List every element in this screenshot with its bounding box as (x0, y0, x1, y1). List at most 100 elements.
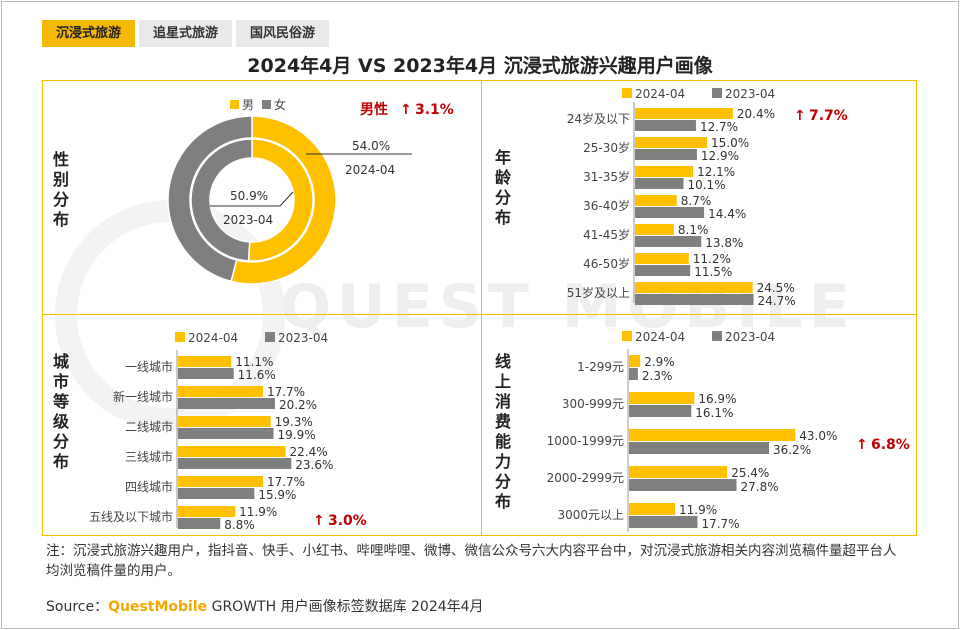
tab-folk-travel[interactable]: 国风民俗游 (236, 20, 330, 47)
tab-bar: 沉浸式旅游 追星式旅游 国风民俗游 (42, 20, 330, 47)
bar-2024 (635, 166, 694, 177)
bar-2024 (635, 195, 677, 206)
category-tick-label: 一线城市 (125, 359, 173, 374)
tab-immersive-travel[interactable]: 沉浸式旅游 (42, 20, 136, 47)
category-tick-label: 四线城市 (125, 479, 173, 494)
bar-2023-value-label: 12.9% (701, 149, 739, 163)
category-tick-label: 五线及以下城市 (89, 509, 173, 524)
bar-2023-value-label: 8.8% (224, 518, 255, 532)
bar-2024-value-label: 11.1% (235, 355, 273, 369)
increase-delta-label: 6.8% (871, 437, 910, 453)
outer-value-label: 54.0% (352, 139, 390, 153)
category-tick-label: 31-35岁 (583, 169, 630, 184)
bar-2024-value-label: 2.9% (644, 355, 675, 369)
legend-2024-swatch (622, 331, 632, 341)
bar-2023-value-label: 16.1% (695, 406, 733, 420)
bar-2023-value-label: 15.9% (258, 488, 296, 502)
legend-2024-label: 2024-04 (635, 87, 685, 101)
gender-badge-delta: 3.1% (415, 102, 454, 118)
legend-2023-swatch (265, 332, 275, 342)
donut-inner-slice-male (247, 138, 314, 262)
bar-2023 (178, 368, 234, 379)
inner-year-label: 2023-04 (223, 213, 273, 227)
bar-2023-value-label: 36.2% (773, 443, 811, 457)
bar-2023 (629, 479, 737, 491)
bar-2024-value-label: 43.0% (799, 429, 837, 443)
bar-2023-value-label: 19.9% (278, 428, 316, 442)
age-bar-chart: 2024-04 2023-04 24岁及以下 20.4%12.7% ↑ 7.7% 25-30… (567, 87, 848, 308)
bar-2023 (635, 294, 754, 305)
bar-2024 (178, 386, 263, 397)
bar-2023 (178, 518, 221, 529)
bar-2024 (629, 429, 796, 441)
bar-2023 (635, 236, 702, 247)
bar-2024 (635, 137, 707, 148)
donut-outer-slice-female (167, 115, 253, 283)
source-line: Source：QuestMobile GROWTH 用户画像标签数据库 2024… (46, 596, 484, 616)
increase-arrow-icon: ↑ (856, 437, 868, 453)
bar-2023-value-label: 23.6% (295, 458, 333, 472)
bar-2023 (178, 398, 275, 409)
source-rest: GROWTH 用户画像标签数据库 2024年4月 (207, 599, 484, 615)
category-tick-label: 新一线城市 (113, 389, 173, 404)
bar-2023 (635, 265, 691, 276)
bar-2024-value-label: 16.9% (698, 392, 736, 406)
bar-2024-value-label: 19.3% (275, 415, 313, 429)
inner-callout-leader (279, 191, 294, 207)
bar-2024-value-label: 11.9% (679, 503, 717, 517)
bar-2024 (629, 503, 676, 515)
bar-2024 (635, 253, 689, 264)
increase-delta-label: 3.0% (328, 513, 367, 529)
age-panel-label: 年龄分布 (494, 148, 511, 227)
legend-2024-label: 2024-04 (635, 330, 685, 344)
bar-2023-value-label: 24.7% (758, 294, 796, 308)
legend-2024-label: 2024-04 (188, 331, 238, 345)
bar-2024 (635, 108, 733, 119)
bar-2024-value-label: 8.7% (681, 194, 712, 208)
gender-badge-label: 男性 (360, 101, 388, 118)
legend-2023-swatch (712, 331, 722, 341)
legend-2023-label: 2023-04 (725, 87, 775, 101)
bar-2024 (178, 416, 271, 427)
legend-male-swatch (230, 100, 239, 109)
bar-2024-value-label: 22.4% (290, 445, 328, 459)
bar-2024-value-label: 20.4% (737, 107, 775, 121)
legend-female-label: 女 (274, 97, 286, 112)
tab-idol-travel[interactable]: 追星式旅游 (139, 20, 233, 47)
bar-2023 (178, 428, 274, 439)
footnote: 注：沉浸式旅游兴趣用户，指抖音、快手、小红书、哔哩哔哩、微博、微信公众号六大内容… (46, 543, 897, 579)
legend-2023-label: 2023-04 (278, 331, 328, 345)
bar-2023 (629, 405, 692, 417)
bar-2024-value-label: 15.0% (711, 136, 749, 150)
legend-2023-swatch (712, 88, 722, 98)
category-tick-label: 2000-2999元 (547, 471, 624, 485)
bar-2024 (629, 392, 695, 404)
bar-2023 (629, 442, 769, 454)
bar-2024 (629, 466, 728, 478)
bar-2024-value-label: 8.1% (678, 223, 709, 237)
donut-outer-slice-male (230, 115, 337, 285)
bar-2023 (178, 458, 292, 469)
legend-2023-label: 2023-04 (725, 330, 775, 344)
category-tick-label: 25-30岁 (583, 140, 630, 155)
gender-panel-label: 性别分布 (52, 150, 69, 229)
bar-2024-value-label: 11.9% (239, 505, 277, 519)
bar-2023 (635, 178, 684, 189)
category-tick-label: 41-45岁 (583, 227, 630, 242)
bar-2024-value-label: 11.2% (693, 252, 731, 266)
gender-badge-arrow-icon: ↑ (400, 102, 412, 118)
category-tick-label: 1000-1999元 (547, 434, 624, 448)
category-tick-label: 51岁及以上 (567, 285, 630, 300)
bar-2024 (635, 224, 674, 235)
bar-2024-value-label: 25.4% (731, 466, 769, 480)
bar-2023 (635, 120, 696, 131)
bar-2024 (178, 356, 232, 367)
donut-inner-slice-female (190, 138, 253, 262)
legend-female-swatch (262, 100, 271, 109)
legend-male-label: 男 (242, 98, 254, 112)
bar-2024 (629, 355, 641, 367)
bar-2024 (178, 476, 263, 487)
bar-2024 (635, 282, 753, 293)
source-brand: QuestMobile (108, 599, 208, 615)
